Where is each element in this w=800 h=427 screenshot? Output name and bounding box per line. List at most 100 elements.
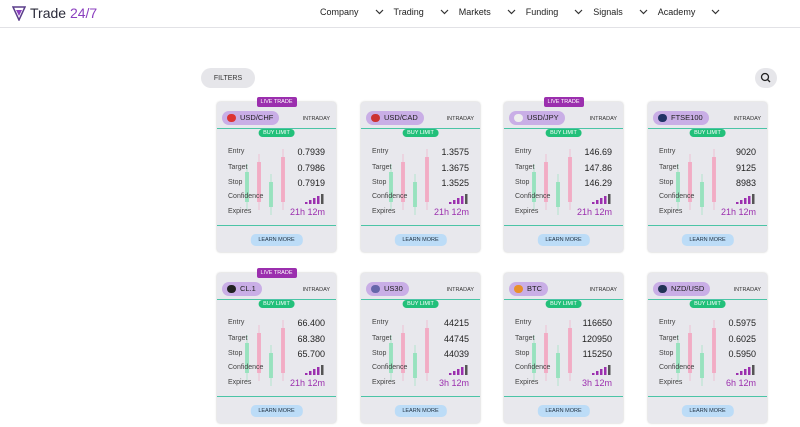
- action: BUY LIMIT: [545, 300, 582, 308]
- divider: [504, 299, 623, 300]
- divider: [361, 225, 480, 226]
- bars-icon: [592, 194, 611, 204]
- brand-name: Trade: [30, 5, 67, 21]
- expires-label: Expires: [515, 208, 539, 215]
- divider: [648, 299, 767, 300]
- learn-more-button[interactable]: LEARN MORE: [537, 405, 590, 417]
- row-value: 44215: [443, 318, 469, 328]
- expires-value: 3h 12m: [581, 378, 612, 388]
- expires-value: 21h 12m: [576, 207, 612, 217]
- row-value: 68.380: [297, 333, 325, 344]
- divider: [504, 396, 623, 397]
- row-label: Target: [372, 334, 392, 342]
- chevron: [639, 9, 648, 15]
- confidence-bars: [449, 362, 469, 380]
- learn-more-button[interactable]: LEARN MORE: [250, 234, 303, 246]
- row-label: Stop: [228, 179, 243, 186]
- flag-icon: [227, 114, 236, 122]
- symbol-text: BTC: [527, 284, 542, 293]
- chevron: [574, 9, 583, 15]
- nav-item[interactable]: Trading: [394, 7, 449, 17]
- row-label: Target: [659, 334, 679, 342]
- nav-item[interactable]: Company: [320, 7, 384, 17]
- divider: [217, 396, 336, 397]
- row-label: Stop: [372, 350, 387, 357]
- logo: [12, 6, 26, 21]
- confidence-bars: [736, 191, 756, 209]
- signal-card[interactable]: LIVE TRADE CL.1 INTRADAY BUY LIMIT Entry 66.4…: [217, 268, 336, 423]
- learn-more-button[interactable]: LEARN MORE: [250, 405, 303, 417]
- nav-item[interactable]: Markets: [459, 7, 516, 17]
- signal-card[interactable]: US30 INTRADAY BUY LIMIT Entry 44215 Target 447…: [361, 273, 480, 423]
- timeframe: INTRADAY: [446, 116, 474, 122]
- learn-more-button[interactable]: LEARN MORE: [681, 234, 734, 246]
- signal-card[interactable]: USD/CAD INTRADAY BUY LIMIT Entry 1.3575 Targe…: [361, 102, 480, 252]
- row-value: 0.5950: [728, 349, 756, 359]
- row-label: Stop: [372, 179, 387, 186]
- learn-more-button[interactable]: LEARN MORE: [394, 234, 447, 246]
- confidence-bars: [449, 191, 469, 209]
- expires-label: Expires: [372, 379, 396, 386]
- chevron: [711, 9, 720, 15]
- row-label: Target: [228, 163, 248, 171]
- divider: [217, 128, 336, 129]
- divider: [361, 396, 480, 397]
- learn-more-button[interactable]: LEARN MORE: [537, 234, 590, 246]
- expires-value: 21h 12m: [433, 207, 469, 217]
- divider: [217, 299, 336, 300]
- row-value: 44039: [443, 349, 469, 359]
- confidence-bars: [592, 191, 612, 209]
- expires-label: Expires: [228, 208, 252, 215]
- nav-item[interactable]: Funding: [526, 7, 584, 17]
- filters-button[interactable]: FILTERS: [201, 68, 255, 88]
- signal-card[interactable]: NZD/USD INTRADAY BUY LIMIT Entry 0.5975 Targe…: [648, 273, 767, 423]
- brand[interactable]: Trade 24/7: [30, 5, 97, 21]
- divider: [217, 225, 336, 226]
- learn-more-button[interactable]: LEARN MORE: [681, 405, 734, 417]
- nav-item[interactable]: Signals: [593, 7, 648, 17]
- bars-icon: [592, 365, 611, 375]
- chevron: [507, 9, 516, 15]
- flag-icon: [658, 285, 667, 293]
- row-value: 147.86: [584, 162, 612, 173]
- symbol-text: NZD/USD: [671, 284, 705, 293]
- divider: [648, 225, 767, 226]
- chart-background: [245, 320, 285, 386]
- symbol: FTSE100: [653, 111, 709, 125]
- chevron: [440, 9, 449, 15]
- row-value: 0.7919: [297, 178, 325, 188]
- symbol-text: USD/CAD: [384, 113, 418, 122]
- chart-background: [245, 149, 285, 215]
- chart-background: [389, 320, 429, 386]
- signal-card[interactable]: LIVE TRADE USD/CHF INTRADAY BUY LIMIT Entry 0…: [217, 97, 336, 252]
- nav-item[interactable]: Academy: [658, 7, 721, 17]
- symbol-text: USD/JPY: [527, 113, 559, 122]
- confidence-bars: [592, 362, 612, 380]
- search-icon: [760, 72, 771, 83]
- divider: [361, 128, 480, 129]
- symbol: CL.1: [222, 282, 262, 296]
- learn-more-button[interactable]: LEARN MORE: [394, 405, 447, 417]
- row-value: 65.700: [297, 349, 325, 359]
- row-value: 0.7986: [297, 162, 325, 173]
- timeframe: INTRADAY: [302, 116, 330, 122]
- action: BUY LIMIT: [258, 129, 295, 137]
- signal-card[interactable]: LIVE TRADE USD/JPY INTRADAY BUY LIMIT Entry 1…: [504, 97, 623, 252]
- flag-icon: [514, 285, 523, 293]
- expires-value: 3h 12m: [438, 378, 469, 388]
- symbol: USD/CHF: [222, 111, 280, 125]
- timeframe: INTRADAY: [589, 116, 617, 122]
- row-label: Target: [372, 163, 392, 171]
- signal-card[interactable]: FTSE100 INTRADAY BUY LIMIT Entry 9020 Target 9…: [648, 102, 767, 252]
- signal-card[interactable]: BTC INTRADAY BUY LIMIT Entry 116650 Target 120…: [504, 273, 623, 423]
- divider: [504, 128, 623, 129]
- search-button[interactable]: [755, 68, 777, 88]
- chart-background: [532, 149, 572, 215]
- chart-background: [389, 149, 429, 215]
- row-label: Stop: [515, 179, 530, 186]
- confidence-bars: [305, 191, 325, 209]
- symbol-text: US30: [384, 284, 403, 293]
- row-label: Stop: [228, 350, 243, 357]
- confidence-label: Confidence: [659, 364, 695, 371]
